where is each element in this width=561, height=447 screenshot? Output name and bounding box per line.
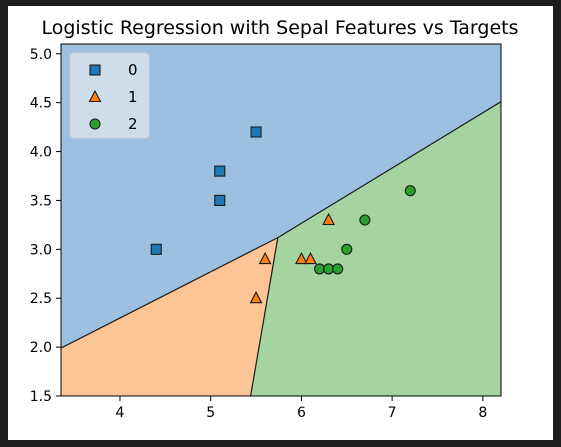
- data-point-class-0: [150, 243, 162, 255]
- y-tick-label: 4.5: [30, 96, 52, 112]
- data-point-class-1: [304, 251, 317, 265]
- data-point-class-1: [295, 251, 308, 265]
- legend-label: 1: [128, 88, 138, 106]
- data-point-class-1: [249, 291, 263, 304]
- legend-label: 0: [128, 61, 138, 79]
- data-point-class-0: [250, 126, 262, 138]
- data-point-class-2: [314, 263, 326, 275]
- decision-regions: [61, 44, 501, 396]
- y-tick-label: 2.0: [30, 340, 52, 356]
- x-axis: 4 5 6 7 8: [116, 396, 487, 421]
- boundary-line-0: [61, 237, 279, 349]
- legend-label: 2: [128, 115, 138, 133]
- x-tick-label: 8: [478, 405, 487, 421]
- data-point-class-0: [214, 194, 226, 206]
- region-class-2: [250, 101, 501, 396]
- y-tick-label: 1.5: [30, 389, 52, 405]
- data-point-class-2: [404, 185, 416, 197]
- chart-title: Logistic Regression with Sepal Features …: [41, 17, 518, 39]
- legend-marker-2: [89, 118, 101, 130]
- data-point-class-2: [332, 263, 344, 275]
- plot-frame: [60, 43, 502, 397]
- legend-marker-0: [89, 64, 101, 76]
- decision-boundaries: [61, 101, 501, 396]
- y-axis: 1.5 2.0 2.5 3.0 3.5 4.0 4.5 5.0: [30, 47, 61, 405]
- data-point-class-0: [214, 165, 226, 177]
- data-point-class-1: [322, 212, 336, 226]
- figure-canvas: Logistic Regression with Sepal Features …: [8, 6, 553, 440]
- data-point-class-2: [323, 263, 335, 275]
- x-tick-label: 5: [206, 405, 215, 421]
- boundary-line-1: [277, 101, 501, 239]
- x-tick-label: 7: [388, 405, 397, 421]
- y-tick-label: 5.0: [30, 47, 52, 63]
- legend-marker-1: [88, 89, 102, 103]
- boundary-line-2: [250, 237, 279, 396]
- legend: 0 1 2: [69, 52, 150, 139]
- data-point-class-2: [359, 214, 371, 226]
- region-class-0: [61, 44, 501, 349]
- y-tick-label: 3.0: [30, 242, 52, 258]
- data-point-class-1: [258, 251, 272, 265]
- chart: Logistic Regression with Sepal Features …: [30, 17, 519, 421]
- data-point-class-2: [341, 243, 353, 255]
- y-tick-label: 3.5: [30, 193, 52, 209]
- y-tick-label: 2.5: [30, 291, 52, 307]
- x-tick-label: 6: [297, 405, 306, 421]
- region-class-1: [61, 237, 278, 396]
- y-tick-label: 4.0: [30, 145, 52, 161]
- data-points: [150, 126, 416, 304]
- x-tick-label: 4: [116, 405, 125, 421]
